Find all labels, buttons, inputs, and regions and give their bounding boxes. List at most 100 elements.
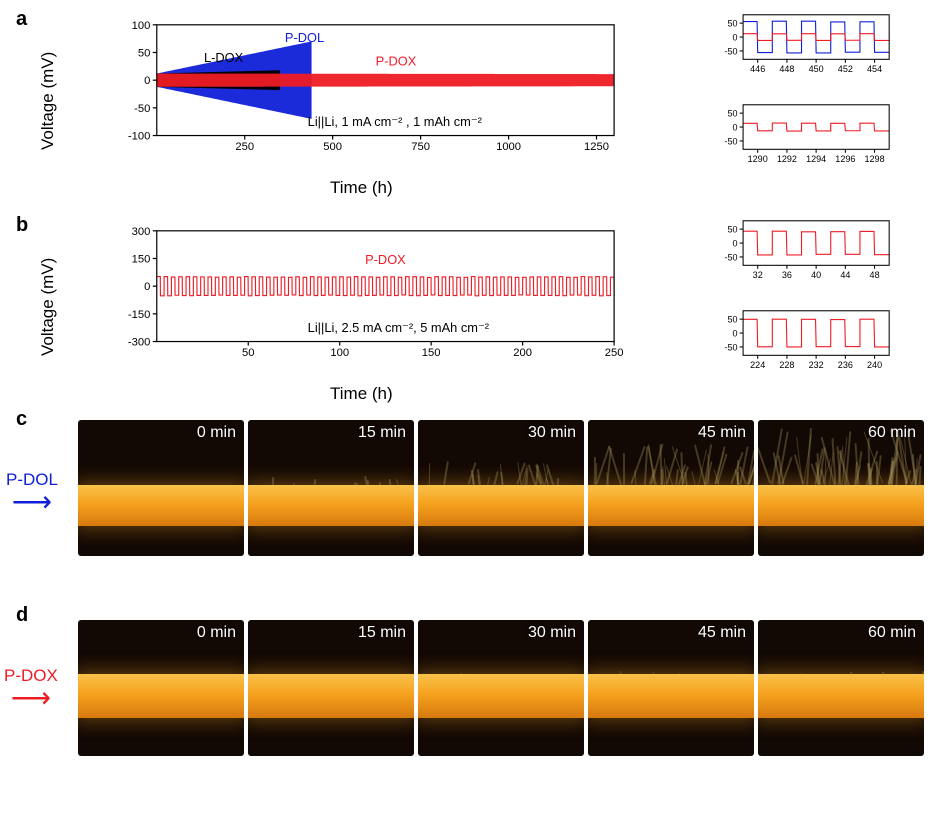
svg-text:-50: -50 [724,46,737,56]
panel-c-images-row: 0 min 15 min 30 min 45 min 60 min [78,420,924,556]
lithium-band [588,485,754,526]
image-time-label: 45 min [698,424,746,442]
svg-text:32: 32 [753,270,763,280]
svg-text:448: 448 [779,64,794,74]
microscopy-image: 45 min [588,620,754,756]
lithium-band [78,485,244,526]
svg-text:200: 200 [513,347,532,359]
svg-text:-100: -100 [128,131,150,143]
svg-text:P-DOX: P-DOX [376,53,417,68]
dendrite [500,472,503,486]
image-time-label: 60 min [868,424,916,442]
panel-b-label: b [16,214,28,237]
panel-a-ylabel: Voltage (mV) [38,52,58,150]
svg-text:1290: 1290 [748,154,768,164]
panel-b-main-plot: -300-150015030050100150200250Li||Li, 2.5… [86,226,656,364]
svg-text:Li||Li, 2.5 mA cm⁻², 5 mAh cm: Li||Li, 2.5 mA cm⁻², 5 mAh cm⁻² [308,320,490,335]
svg-text:0: 0 [144,281,150,293]
svg-text:232: 232 [809,360,824,370]
svg-text:452: 452 [838,64,853,74]
panel-a-xlabel: Time (h) [330,178,393,198]
lithium-band [418,674,584,718]
lithium-band [418,485,584,526]
image-time-label: 45 min [698,624,746,642]
microscopy-image: 30 min [418,620,584,756]
svg-text:1292: 1292 [777,154,797,164]
microscopy-image: 60 min [758,420,924,556]
arrow-right-icon: ⟶ [11,684,51,712]
image-time-label: 0 min [197,624,236,642]
svg-text:0: 0 [732,239,737,249]
svg-text:454: 454 [867,64,882,74]
svg-text:300: 300 [132,226,151,238]
lithium-band [758,674,924,718]
svg-text:150: 150 [422,347,441,359]
svg-text:50: 50 [727,315,737,325]
dendrite [487,477,490,485]
svg-text:-300: -300 [128,337,150,349]
panel-d-label: d [16,604,28,627]
lithium-band [78,674,244,718]
svg-text:1298: 1298 [865,154,885,164]
svg-text:-50: -50 [724,252,737,262]
svg-text:L-DOX: L-DOX [204,50,244,65]
svg-text:-150: -150 [128,309,150,321]
image-time-label: 15 min [358,624,406,642]
figure-root: a b c d -100-5005010025050075010001250Li… [0,0,939,840]
panel-b-inset-top: -500503236404448 [700,218,910,282]
panel-b-xlabel: Time (h) [330,384,393,404]
dendrite [652,671,654,674]
svg-text:50: 50 [727,225,737,235]
svg-text:450: 450 [809,64,824,74]
svg-text:50: 50 [727,19,737,29]
svg-text:0: 0 [732,33,737,43]
microscopy-image: 45 min [588,420,754,556]
image-time-label: 30 min [528,424,576,442]
dendrite [623,453,625,486]
svg-text:228: 228 [779,360,794,370]
svg-text:P-DOL: P-DOL [285,30,324,45]
svg-text:500: 500 [323,141,342,153]
microscopy-image: 0 min [78,420,244,556]
dendrite [659,444,662,486]
svg-text:50: 50 [727,109,737,119]
dendrite [443,461,449,485]
microscopy-image: 0 min [78,620,244,756]
svg-text:-50: -50 [724,342,737,352]
dendrite [493,471,499,486]
microscopy-image: 60 min [758,620,924,756]
dendrite [918,466,921,486]
dendrite [608,445,622,485]
svg-text:150: 150 [132,254,151,266]
svg-text:1296: 1296 [835,154,855,164]
svg-text:100: 100 [330,347,349,359]
dendrite [849,671,851,674]
dendrite [557,478,560,486]
panel-a-inset-top: -50050446448450452454 [700,12,910,76]
dendrite [292,483,294,486]
lithium-band [248,485,414,526]
image-time-label: 0 min [197,424,236,442]
svg-text:100: 100 [132,20,151,32]
svg-text:0: 0 [732,329,737,339]
svg-text:236: 236 [838,360,853,370]
svg-text:Li||Li, 1 mA cm⁻² , 1 mAh cm⁻²: Li||Li, 1 mA cm⁻² , 1 mAh cm⁻² [308,114,483,129]
svg-text:44: 44 [840,270,850,280]
image-time-label: 60 min [868,624,916,642]
microscopy-image: 30 min [418,420,584,556]
svg-text:250: 250 [605,347,624,359]
image-time-label: 30 min [528,624,576,642]
svg-text:750: 750 [411,141,430,153]
panel-a-inset-bot: -5005012901292129412961298 [700,102,910,166]
svg-text:0: 0 [732,123,737,133]
panel-b-ylabel: Voltage (mV) [38,258,58,356]
lithium-band [758,485,924,526]
svg-text:36: 36 [782,270,792,280]
arrow-right-icon: ⟶ [12,488,52,516]
image-time-label: 15 min [358,424,406,442]
dendrite [429,463,430,485]
lithium-band [588,674,754,718]
panel-a-label: a [16,8,27,31]
svg-text:-50: -50 [724,136,737,146]
svg-text:1250: 1250 [584,141,609,153]
